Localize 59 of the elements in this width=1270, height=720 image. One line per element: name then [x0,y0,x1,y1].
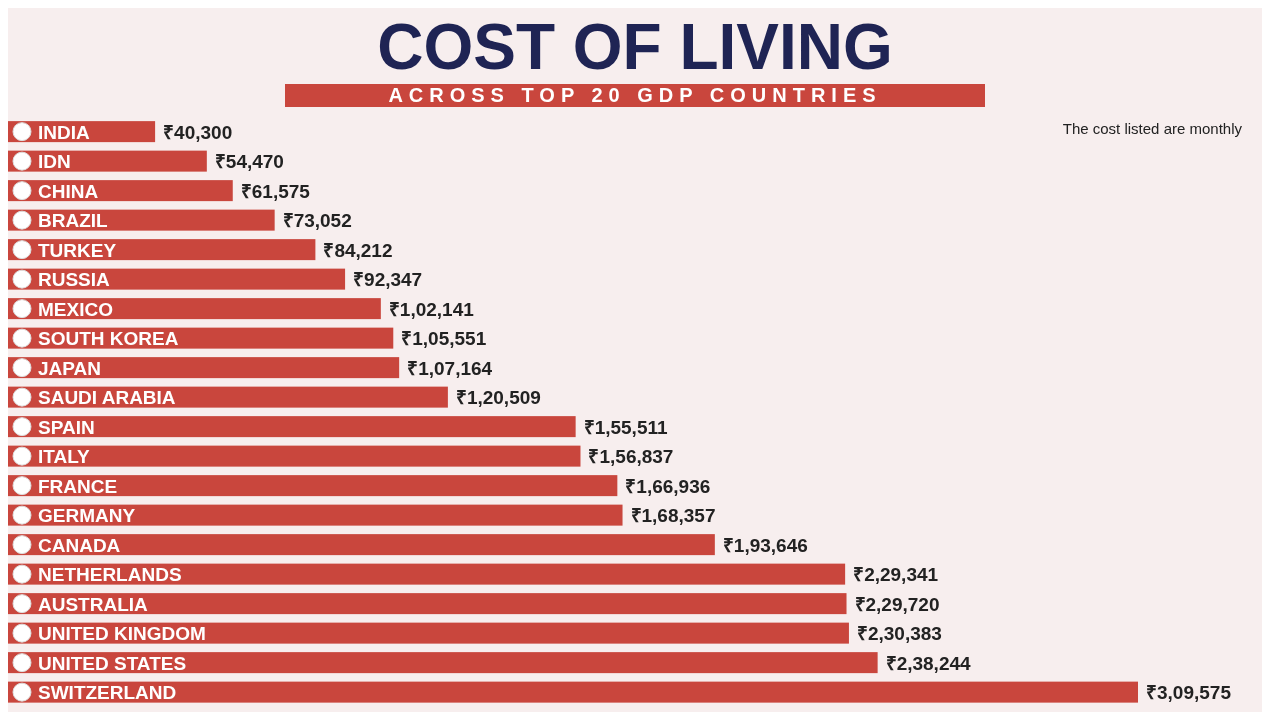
bar [8,504,623,526]
data-label: ₹2,30,383 [856,623,942,645]
y-tick-label: JAPAN [38,357,101,379]
bar [8,652,878,674]
data-label: ₹2,29,720 [854,593,940,615]
y-tick-label: UNITED KINGDOM [38,623,206,645]
data-label: ₹1,56,837 [588,446,674,468]
y-tick-label: SPAIN [38,416,95,438]
data-label: ₹1,55,511 [583,416,668,438]
y-tick-label: ITALY [38,446,91,468]
y-tick-label: TURKEY [38,239,117,261]
data-label: ₹1,68,357 [630,505,716,527]
bar [8,445,581,467]
bar [8,475,618,497]
y-tick-label: RUSSIA [38,269,111,291]
data-label: ₹1,93,646 [722,534,808,556]
y-tick-label: SWITZERLAND [38,682,177,704]
data-label: ₹73,052 [282,210,352,232]
bar [8,622,849,644]
bar [8,416,576,438]
annotation: The cost listed are monthly [1062,120,1242,137]
bar [8,209,275,231]
y-tick-label: INDIA [38,121,90,143]
data-label: ₹54,470 [214,151,284,173]
data-label: ₹92,347 [353,269,423,291]
data-label: ₹1,02,141 [388,298,475,320]
y-tick-label: SAUDI ARABIA [38,387,176,409]
bar [8,593,847,615]
y-tick-label: MEXICO [38,298,113,320]
y-tick-label: NETHERLANDS [38,564,182,586]
data-label: ₹61,575 [240,180,311,202]
y-tick-label: FRANCE [38,475,118,497]
y-tick-label: SOUTH KOREA [38,328,179,350]
data-label: ₹2,29,341 [853,564,939,586]
y-tick-label: GERMANY [38,505,136,527]
y-tick-label: CANADA [38,534,121,556]
y-tick-label: CHINA [38,180,99,202]
bar [8,357,400,379]
bar [8,268,346,290]
bar [8,681,1138,703]
data-label: ₹1,20,509 [455,387,541,409]
data-label: ₹2,38,244 [885,652,972,674]
chart-subtitle: ACROSS TOP 20 GDP COUNTRIES [285,84,985,107]
y-tick-label: IDN [38,151,71,173]
bar [8,298,381,320]
data-label: ₹3,09,575 [1146,682,1232,704]
y-tick-label: UNITED STATES [38,652,187,674]
bar [8,563,846,585]
data-label: ₹1,66,936 [625,475,711,497]
bar [8,150,207,172]
data-label: ₹40,300 [163,121,233,143]
y-tick-label: AUSTRALIA [38,593,149,615]
bar [8,534,715,556]
data-label: ₹1,05,551 [401,328,487,350]
chart-title: COST OF LIVING [376,10,894,83]
data-label: ₹84,212 [323,239,393,261]
bar [8,239,316,261]
data-label: ₹1,07,164 [407,357,493,379]
y-tick-label: BRAZIL [38,210,109,232]
